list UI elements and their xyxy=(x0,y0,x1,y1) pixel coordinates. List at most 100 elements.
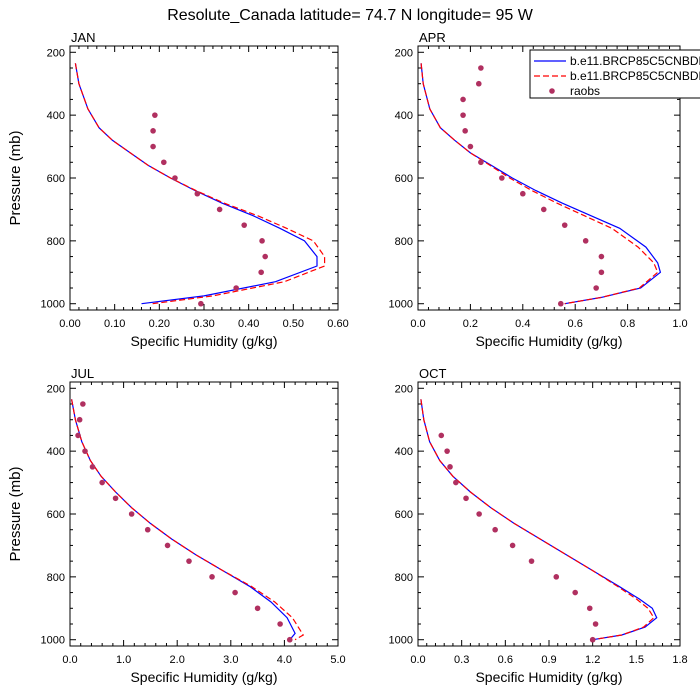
raobs-point xyxy=(144,526,151,533)
y-tick-label: 800 xyxy=(47,236,65,248)
x-tick-label: 1.2 xyxy=(585,654,600,666)
y-tick-label: 400 xyxy=(47,446,65,458)
panel-oct: OCT 0.0 0.3 0.6 0.9 1.2 1.5 1.8 200 400 600 800 1000… xyxy=(389,366,688,685)
raobs-point xyxy=(582,238,589,244)
series-line-002 xyxy=(74,63,326,305)
raobs-point xyxy=(509,542,516,549)
y-tick-label: 800 xyxy=(395,572,413,584)
raobs-point xyxy=(209,574,215,580)
panel-jul: JUL 0.0 1.0 2.0 3.0 4.0 5.0 200 400 600 800 1000 Spe… xyxy=(7,366,346,685)
y-tick-label: 1000 xyxy=(389,299,413,311)
raobs-point xyxy=(198,300,204,307)
legend-box xyxy=(529,49,700,99)
y-tick-label: 400 xyxy=(395,446,413,458)
raobs-point xyxy=(286,636,293,643)
x-axis-label: Specific Humidity (g/kg) xyxy=(130,333,277,349)
y-tick-label: 600 xyxy=(395,173,413,185)
legend-label: b.e11.BRCP85C5CNBDRD.f09_g16.002 xyxy=(570,69,700,83)
x-tick-label: 4.0 xyxy=(277,654,292,666)
raobs-point xyxy=(460,112,466,118)
raobs-point xyxy=(216,206,223,213)
y-tick-label: 200 xyxy=(395,383,413,395)
y-tick-label: 800 xyxy=(47,572,65,584)
raobs-point xyxy=(262,253,268,260)
plot-area xyxy=(420,63,662,307)
x-axis-label: Specific Humidity (g/kg) xyxy=(475,333,622,349)
x-tick-label: 5.0 xyxy=(330,654,345,666)
raobs-point xyxy=(478,65,484,71)
raobs-point xyxy=(112,495,119,502)
raobs-point xyxy=(475,80,482,87)
raobs-point xyxy=(598,269,605,276)
raobs-point xyxy=(467,143,474,150)
raobs-point xyxy=(460,96,466,103)
legend: b.e11.BRCP85C5CNBDRD.f09_g16.001b.e11.BR… xyxy=(529,49,700,99)
x-tick-label: 1.8 xyxy=(672,654,687,666)
y-tick-label: 400 xyxy=(395,110,413,122)
y-tick-label: 200 xyxy=(47,383,65,395)
raobs-point xyxy=(444,448,450,454)
x-tick-label: 0.00 xyxy=(59,318,80,330)
raobs-point xyxy=(598,253,605,260)
x-tick-label: 0.60 xyxy=(327,318,348,330)
raobs-point xyxy=(593,285,599,291)
raobs-point xyxy=(447,464,453,470)
raobs-point xyxy=(128,511,135,517)
raobs-point xyxy=(586,605,593,612)
x-tick-label: 0.3 xyxy=(454,654,469,666)
raobs-point xyxy=(572,589,578,596)
y-tick-label: 200 xyxy=(395,47,413,59)
y-tick-label: 1000 xyxy=(41,635,65,647)
y-tick-label: 1000 xyxy=(41,299,65,311)
plot-area xyxy=(74,63,326,307)
x-axis-label: Specific Humidity (g/kg) xyxy=(475,669,622,685)
raobs-point xyxy=(277,621,283,627)
x-tick-label: 0.50 xyxy=(283,318,304,330)
y-axis-label: Pressure (mb) xyxy=(7,130,24,225)
raobs-point xyxy=(99,479,105,486)
raobs-point xyxy=(80,401,86,407)
figure-title: Resolute_Canada latitude= 74.7 N longitu… xyxy=(167,7,533,24)
series-line-002 xyxy=(420,399,655,641)
raobs-point xyxy=(75,432,81,439)
raobs-point xyxy=(164,542,171,549)
raobs-point xyxy=(258,269,264,276)
raobs-point xyxy=(561,222,568,228)
plot-area xyxy=(71,399,305,643)
raobs-point xyxy=(540,206,547,213)
x-tick-label: 0.4 xyxy=(515,318,530,330)
raobs-point xyxy=(150,128,156,134)
y-axis-label: Pressure (mb) xyxy=(7,466,24,561)
panel-jan: JAN 0.00 0.10 0.20 0.30 0.40 0.50 0.60 200 400 600… xyxy=(7,30,349,349)
raobs-point xyxy=(241,222,247,228)
legend-marker xyxy=(549,88,555,94)
panels: JAN 0.00 0.10 0.20 0.30 0.40 0.50 0.60 200 400 600… xyxy=(7,30,688,685)
panel-title: JUL xyxy=(71,366,94,381)
panel-title: JAN xyxy=(71,30,96,45)
x-tick-label: 2.0 xyxy=(170,654,185,666)
raobs-point xyxy=(478,159,484,166)
raobs-point xyxy=(520,190,526,197)
y-tick-label: 600 xyxy=(47,509,65,521)
y-tick-label: 200 xyxy=(47,47,65,59)
raobs-point xyxy=(232,589,238,596)
raobs-point xyxy=(499,175,505,181)
x-tick-label: 0.2 xyxy=(463,318,478,330)
raobs-point xyxy=(453,479,459,486)
raobs-point xyxy=(462,128,468,134)
raobs-point xyxy=(82,448,88,454)
raobs-point xyxy=(463,495,469,502)
plot-area xyxy=(420,399,658,643)
x-tick-label: 0.8 xyxy=(620,318,635,330)
panel-title: APR xyxy=(419,30,446,45)
legend-label: raobs xyxy=(570,84,600,98)
raobs-point xyxy=(152,112,158,118)
x-tick-label: 1.0 xyxy=(672,318,687,330)
x-tick-label: 0.30 xyxy=(193,318,214,330)
x-tick-label: 1.5 xyxy=(629,654,644,666)
raobs-point xyxy=(254,605,261,612)
x-tick-label: 0.0 xyxy=(62,654,77,666)
x-tick-label: 0.6 xyxy=(498,654,513,666)
panel-apr: APR 0.0 0.2 0.4 0.6 0.8 1.0 200 400 600 800 1000 Spe… xyxy=(389,30,688,349)
